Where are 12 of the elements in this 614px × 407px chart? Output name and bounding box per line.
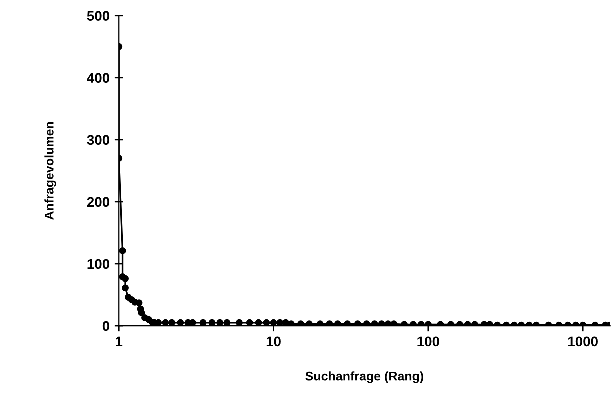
y-tick-label: 0 [102, 321, 110, 332]
y-tick-label: 200 [87, 197, 110, 208]
y-tick-label: 100 [88, 259, 110, 270]
x-tick-label: 1000 [568, 336, 598, 347]
x-axis-title: Suchanfrage (Rang) [306, 372, 424, 384]
y-tick-label: 300 [87, 135, 110, 146]
x-tick-label: 10 [266, 336, 281, 347]
x-tick-label: 100 [418, 336, 440, 347]
y-tick-label: 400 [87, 73, 110, 84]
x-tick-label: 1 [116, 336, 123, 346]
y-axis-title: Anfragevolumen [44, 122, 56, 220]
y-tick-label: 500 [87, 11, 110, 22]
